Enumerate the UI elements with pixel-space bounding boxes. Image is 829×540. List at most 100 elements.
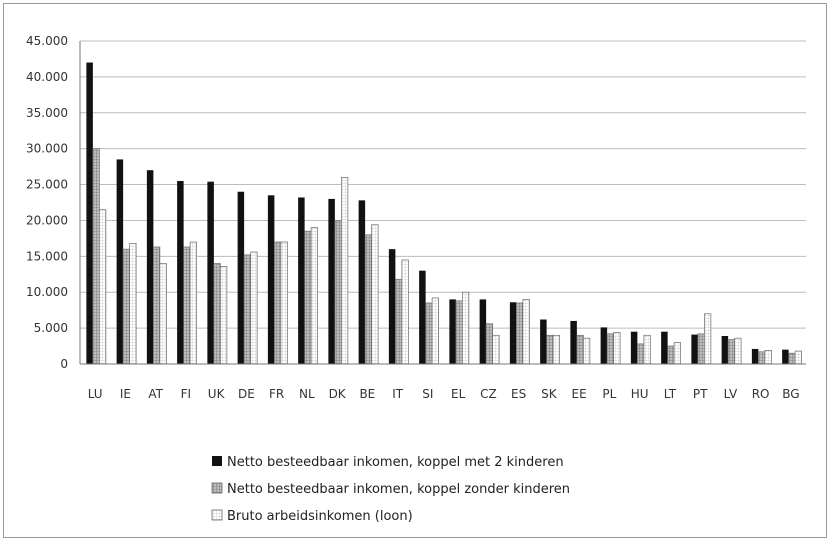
bar-lu-series-2 (92, 148, 100, 365)
bar-lv-series-3 (734, 337, 742, 365)
bar-de-series-2 (243, 254, 251, 365)
bar-nl-series-1 (298, 197, 305, 364)
bar-si-series-1 (419, 270, 426, 364)
bar-fi-series-3 (189, 241, 197, 365)
bar-ee-series-3 (583, 337, 591, 365)
x-tick-label: PT (693, 387, 708, 401)
x-tick-label: LU (88, 387, 103, 401)
x-tick-label: DE (238, 387, 255, 401)
bar-pt-series-3 (704, 313, 712, 365)
bar-nl-series-3 (310, 227, 318, 365)
legend-item-series-2: Netto besteedbaar inkomen, koppel zonder… (211, 482, 570, 497)
bar-ro-series-1 (751, 348, 759, 364)
x-tick-label: FI (181, 387, 191, 401)
bar-fr-series-1 (267, 195, 275, 364)
bar-dk-series-3 (341, 177, 349, 365)
legend-swatch-series-3 (211, 509, 223, 521)
bar-cz-series-1 (479, 299, 487, 364)
legend-label-series-3: Bruto arbeidsinkomen (loon) (227, 509, 413, 524)
gridlines (80, 40, 806, 329)
bar-be-series-1 (358, 200, 366, 364)
bar-be-series-3 (371, 224, 379, 365)
y-tick-label: 25.000 (26, 178, 68, 192)
legend-swatch-series-1 (212, 456, 222, 466)
legend-swatch-series-2 (211, 482, 223, 494)
x-tick-label: UK (208, 387, 226, 401)
x-tick-label: RO (752, 387, 770, 401)
y-tick-label: 30.000 (26, 142, 68, 156)
bar-fr-series-3 (280, 241, 288, 365)
y-tick-label: 20.000 (26, 213, 68, 227)
bar-ee-series-1 (570, 320, 577, 364)
bar-lt-series-3 (673, 342, 681, 365)
bar-fi-series-1 (177, 180, 184, 364)
bar-dk-series-1 (328, 198, 335, 364)
bar-lu-series-1 (86, 62, 93, 365)
bar-si-series-3 (431, 297, 439, 365)
bar-lu-series-3 (99, 209, 107, 365)
bar-uk-series-1 (207, 181, 214, 364)
x-tick-label: IT (392, 387, 404, 401)
bar-at-series-2 (153, 246, 161, 365)
bar-ro-series-3 (764, 350, 772, 365)
y-tick-label: 15.000 (26, 249, 68, 263)
bar-es-series-2 (516, 302, 524, 365)
bar-it-series-3 (401, 259, 409, 365)
bar-bg-series-1 (782, 349, 789, 364)
y-tick-label: 0 (60, 357, 68, 371)
x-tick-label: EL (451, 387, 466, 401)
y-tick-label: 45.000 (26, 34, 68, 48)
y-axis-tick-labels: 0 5.000 10.000 15.000 20.000 25.000 30.000 35.0… (26, 34, 68, 371)
bar-at-series-3 (159, 263, 167, 365)
bar-sk-series-2 (546, 334, 554, 365)
x-tick-label: FR (269, 387, 284, 401)
bar-bg-series-3 (794, 350, 802, 365)
bar-ee-series-2 (576, 334, 584, 365)
bar-el-series-1 (449, 299, 456, 364)
bar-el-series-3 (462, 291, 470, 365)
bar-pt-series-2 (697, 333, 705, 365)
bar-ie-series-1 (116, 159, 124, 364)
x-tick-label: DK (329, 387, 347, 401)
bar-hu-series-1 (630, 331, 638, 364)
bar-fr-series-2 (274, 241, 282, 365)
bar-it-series-1 (388, 249, 396, 364)
bar-fi-series-2 (183, 246, 191, 365)
bar-uk-series-3 (220, 266, 228, 365)
x-tick-label: ES (511, 387, 526, 401)
bars (86, 62, 802, 365)
bar-cz-series-2 (485, 323, 493, 365)
x-tick-label: LT (664, 387, 677, 401)
x-tick-label: NL (299, 387, 315, 401)
bar-pl-series-2 (606, 333, 614, 365)
bar-pl-series-3 (613, 332, 621, 365)
bar-el-series-2 (455, 300, 463, 365)
y-tick-label: 5.000 (34, 321, 68, 335)
legend: Netto besteedbaar inkomen, koppel met 2 … (211, 455, 570, 524)
bar-lt-series-1 (661, 331, 668, 364)
bar-bg-series-2 (788, 352, 796, 365)
bar-be-series-2 (364, 234, 372, 365)
legend-item-series-1: Netto besteedbaar inkomen, koppel met 2 … (212, 455, 564, 470)
x-axis-tick-labels: LU IE AT FI UK DE FR NL DK BE IT SI EL CZ ES SK EE PL HU LT… (88, 387, 800, 401)
bar-hu-series-3 (643, 334, 651, 365)
legend-label-series-2: Netto besteedbaar inkomen, koppel zonder… (227, 482, 570, 497)
chart-frame (3, 3, 827, 538)
bar-lt-series-2 (667, 345, 675, 365)
bar-sk-series-3 (552, 334, 560, 365)
bar-hu-series-2 (637, 343, 645, 365)
bar-at-series-1 (146, 170, 154, 364)
bar-it-series-2 (395, 278, 403, 365)
x-tick-label: HU (631, 387, 649, 401)
bar-lv-series-1 (721, 336, 729, 364)
bar-es-series-3 (522, 299, 530, 365)
y-tick-label: 35.000 (26, 106, 68, 120)
x-tick-label: BE (359, 387, 375, 401)
bar-lv-series-2 (727, 339, 735, 365)
x-tick-label: PL (602, 387, 616, 401)
x-tick-label: IE (120, 387, 131, 401)
bar-de-series-3 (250, 251, 258, 365)
bar-sk-series-1 (540, 319, 547, 364)
bar-pt-series-1 (691, 334, 698, 364)
